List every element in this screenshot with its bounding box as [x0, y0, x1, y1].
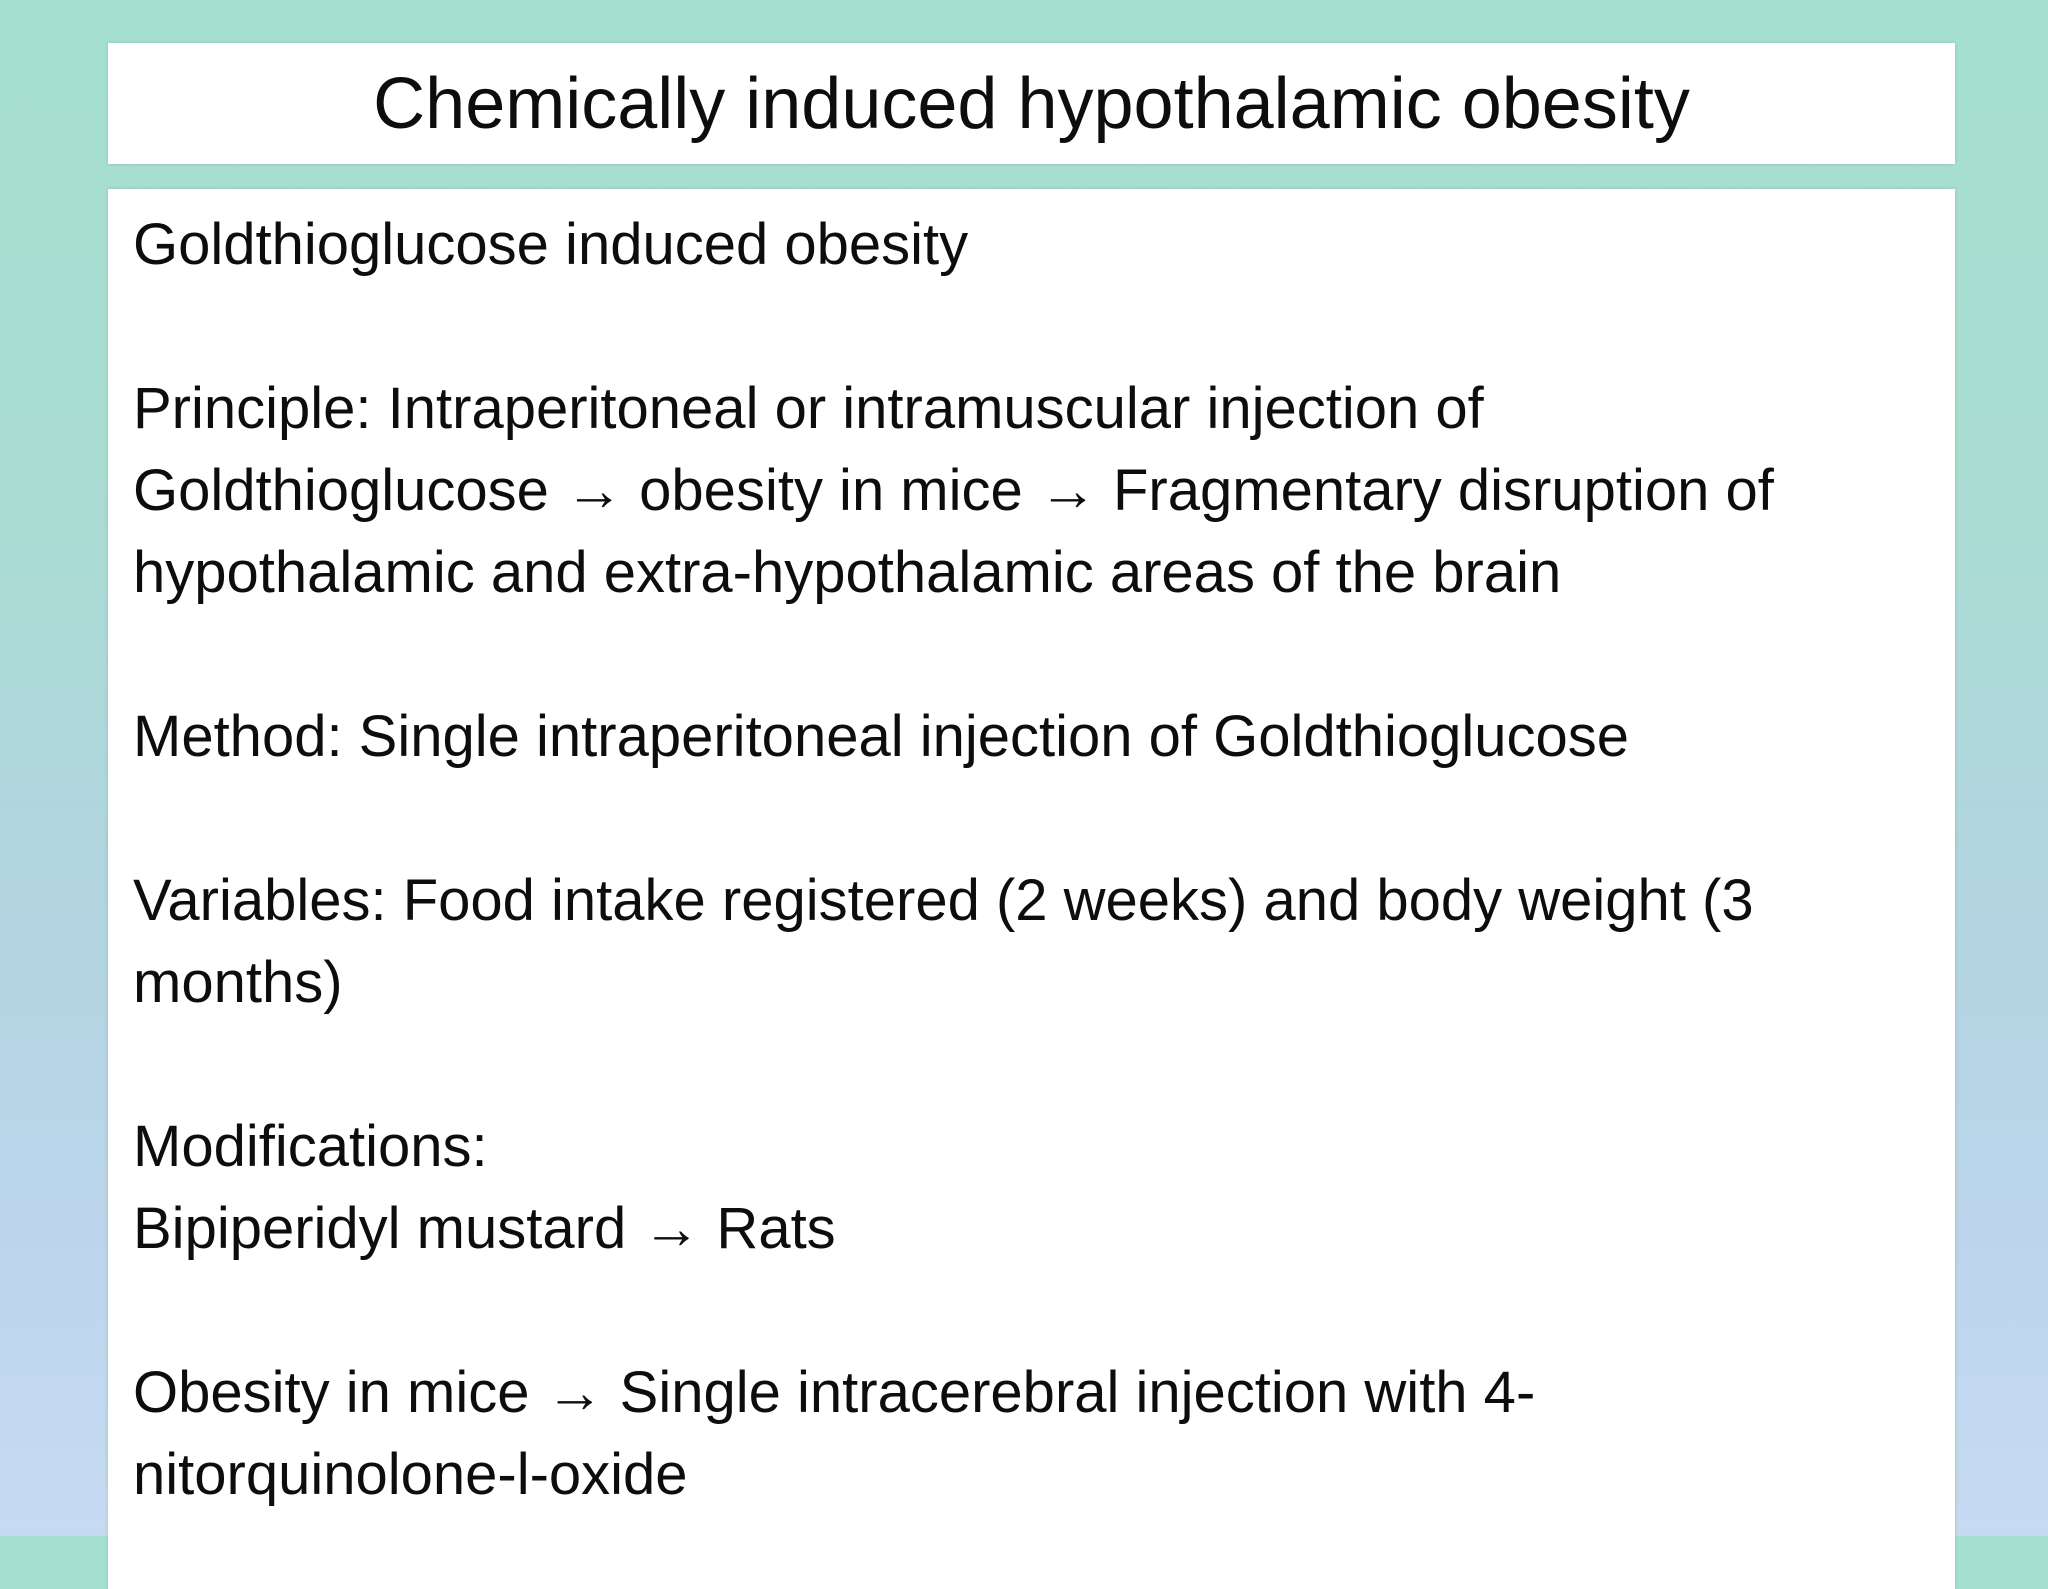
- paragraph-variables: Variables: Food intake registered (2 wee…: [133, 868, 1754, 1015]
- content-panel: Goldthioglucose induced obesity Principl…: [108, 189, 1955, 1589]
- paragraph-method: Method: Single intraperitoneal injection…: [133, 704, 1630, 769]
- slide-background: { "slide": { "title": "Chemically induce…: [0, 0, 2048, 1536]
- paragraph-goldthioglucose-heading: Goldthioglucose induced obesity: [133, 212, 969, 277]
- title-bar: Chemically induced hypothalamic obesity: [108, 43, 1955, 164]
- paragraph-obesity-in-mice: Obesity in mice → Single intracerebral i…: [133, 1360, 1536, 1507]
- paragraph-modifications: Modifications: Bipiperidyl mustard → Rat…: [133, 1114, 836, 1261]
- paragraph-principle: Principle: Intraperitoneal or intramuscu…: [133, 376, 1774, 605]
- slide-title: Chemically induced hypothalamic obesity: [373, 63, 1690, 144]
